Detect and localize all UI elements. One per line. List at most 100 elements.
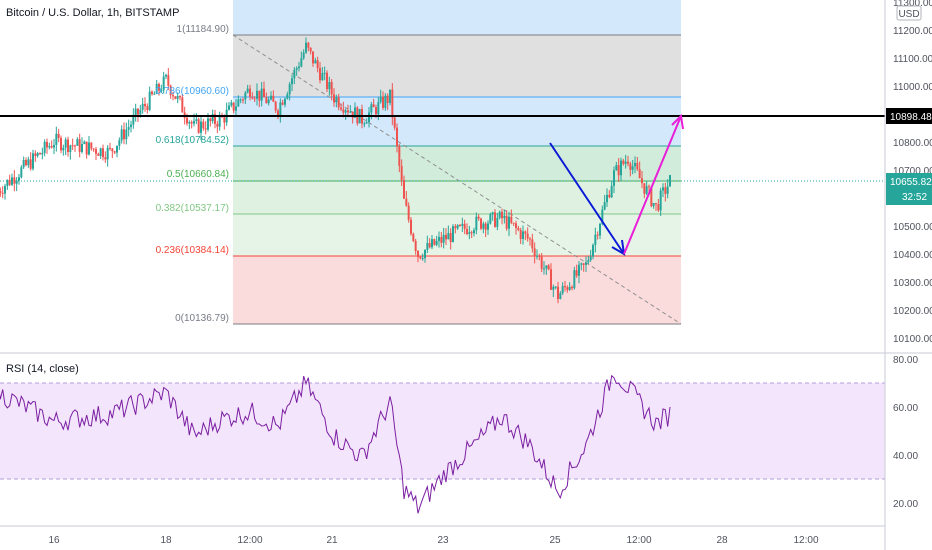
magenta-up-arrow[interactable] xyxy=(623,115,682,255)
price-tick: 10200.00 xyxy=(893,306,932,317)
candle-body xyxy=(561,286,564,294)
candle-body xyxy=(293,69,296,79)
candle-body xyxy=(489,214,492,224)
candle-body xyxy=(554,286,557,288)
candle-body xyxy=(365,122,368,124)
candle-body xyxy=(438,236,440,241)
candle-body xyxy=(218,115,221,127)
rsi-label: RSI (14, close) xyxy=(6,363,79,375)
candle-body xyxy=(274,101,277,111)
last-price-tag: 10655.82 32:52 xyxy=(886,173,932,205)
candle-body xyxy=(456,224,459,229)
candle-body xyxy=(109,147,111,149)
candle-body xyxy=(384,95,387,108)
candle-body xyxy=(613,170,615,186)
candle-body xyxy=(46,141,48,148)
candle-body xyxy=(419,256,422,259)
candle-body xyxy=(452,226,454,243)
last-price-text: 10655.82 xyxy=(890,177,932,188)
time-tick: 18 xyxy=(160,535,172,546)
blue-down-arrow[interactable] xyxy=(549,142,625,255)
candle-body xyxy=(305,42,307,53)
candle-body xyxy=(351,111,354,118)
candle-body xyxy=(120,129,123,141)
candle-body xyxy=(76,139,79,146)
candle-body xyxy=(610,185,613,198)
price-tick: 10800.00 xyxy=(893,138,932,149)
candle-body xyxy=(204,128,207,130)
candle-body xyxy=(55,133,58,145)
candle-body xyxy=(375,107,377,115)
currency-label: USD xyxy=(898,9,919,20)
candle-body xyxy=(323,72,326,74)
candle-body xyxy=(319,68,321,81)
time-axis[interactable]: 16 18 12:00 21 23 25 12:00 28 12:00 xyxy=(48,535,819,546)
fib-trend-line[interactable] xyxy=(232,34,682,325)
candle-body xyxy=(484,223,487,230)
candle-body xyxy=(32,153,34,169)
candle-body xyxy=(190,122,193,124)
candle-body xyxy=(288,84,291,95)
candle-body xyxy=(141,103,144,110)
candle-body xyxy=(564,286,566,288)
candle-body xyxy=(566,287,569,290)
candle-body xyxy=(557,286,559,300)
fib-retracement[interactable] xyxy=(232,0,682,325)
time-tick: 25 xyxy=(549,535,561,546)
candle-body xyxy=(160,90,163,92)
candle-body xyxy=(270,95,272,100)
price-tick-labels: 11300.00 11200.00 11100.00 11000.00 1080… xyxy=(893,0,932,345)
candle-body xyxy=(615,165,618,171)
price-axis[interactable]: 11300.00 11200.00 11100.00 11000.00 1080… xyxy=(884,0,932,550)
candle-body xyxy=(652,203,655,207)
fib-label-05: 0.5(10660.84) xyxy=(167,169,229,180)
candle-body xyxy=(659,190,662,211)
candle-body xyxy=(258,90,261,101)
rsi-tick: 60.00 xyxy=(893,403,918,414)
candle-body xyxy=(606,194,608,203)
currency-badge[interactable]: USD xyxy=(896,5,922,21)
candle-body xyxy=(580,263,583,265)
candle-body xyxy=(263,88,265,98)
candle-body xyxy=(97,153,100,156)
candle-body xyxy=(314,60,317,64)
candle-body xyxy=(592,244,594,257)
candle-body xyxy=(617,165,620,176)
candle-body xyxy=(302,52,305,59)
candle-body xyxy=(146,106,149,110)
candle-body xyxy=(337,97,340,108)
candle-body xyxy=(158,83,160,91)
candle-body xyxy=(48,146,51,148)
candle-body xyxy=(139,109,142,115)
candle-body xyxy=(211,114,214,122)
rsi-line xyxy=(0,374,671,514)
candle-body xyxy=(92,148,95,150)
rsi-pane: RSI (14, close) xyxy=(0,363,885,514)
candle-body xyxy=(473,230,475,234)
candle-body xyxy=(601,209,604,224)
candle-body xyxy=(36,153,39,156)
time-tick: 12:00 xyxy=(237,535,262,546)
candle-body xyxy=(284,98,286,105)
candle-body xyxy=(169,85,172,96)
candle-body xyxy=(50,146,53,148)
price-tick: 11000.00 xyxy=(893,82,932,93)
candle-body xyxy=(328,82,331,90)
fib-zone-top xyxy=(233,35,681,97)
candle-body xyxy=(655,203,657,205)
candle-body xyxy=(74,145,76,147)
candle-body xyxy=(316,60,319,69)
candle-body xyxy=(281,102,284,105)
candle-body xyxy=(167,75,170,86)
candle-body xyxy=(498,211,501,218)
candle-body xyxy=(202,121,205,129)
candle-body xyxy=(249,88,251,98)
candle-body xyxy=(8,179,11,185)
candle-body xyxy=(176,96,179,99)
candle-body xyxy=(575,270,578,276)
candle-body xyxy=(491,212,494,215)
projection-arrows[interactable] xyxy=(549,113,684,256)
candle-body xyxy=(179,96,181,98)
candle-body xyxy=(442,234,445,243)
